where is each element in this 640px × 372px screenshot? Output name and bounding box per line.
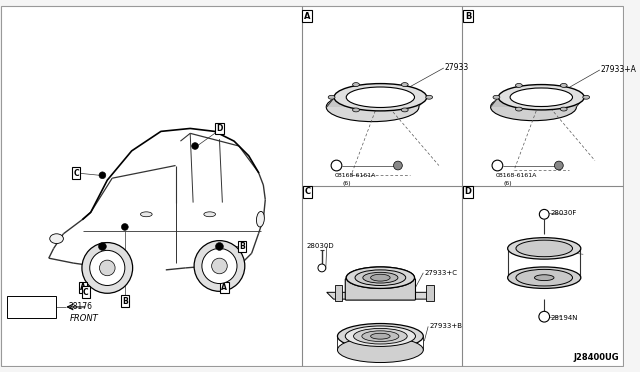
Ellipse shape: [508, 238, 581, 259]
FancyBboxPatch shape: [1, 6, 623, 366]
Circle shape: [318, 264, 326, 272]
Text: 27933+B: 27933+B: [429, 323, 462, 330]
Circle shape: [99, 260, 115, 276]
Text: D: D: [216, 124, 223, 133]
Circle shape: [99, 172, 106, 179]
Polygon shape: [327, 292, 434, 299]
Ellipse shape: [355, 270, 406, 285]
Ellipse shape: [515, 107, 522, 111]
Ellipse shape: [353, 108, 360, 112]
Text: (6): (6): [342, 180, 351, 186]
Text: A: A: [304, 12, 310, 21]
Text: (6): (6): [503, 180, 512, 186]
Circle shape: [554, 161, 563, 170]
Polygon shape: [41, 203, 266, 266]
Ellipse shape: [346, 267, 415, 288]
Polygon shape: [491, 97, 584, 107]
Text: S: S: [495, 163, 499, 168]
Ellipse shape: [491, 93, 577, 121]
Text: A: A: [221, 283, 227, 292]
Circle shape: [492, 160, 503, 171]
Ellipse shape: [346, 87, 415, 108]
Ellipse shape: [328, 95, 335, 99]
Text: C: C: [83, 288, 89, 297]
Circle shape: [82, 243, 132, 293]
Ellipse shape: [561, 83, 567, 87]
Ellipse shape: [510, 88, 573, 106]
Text: C: C: [73, 169, 79, 178]
Text: 28030F: 28030F: [550, 210, 577, 216]
Circle shape: [191, 142, 198, 150]
Circle shape: [394, 161, 403, 170]
Circle shape: [216, 243, 223, 250]
FancyBboxPatch shape: [345, 279, 415, 300]
Text: B: B: [122, 296, 128, 305]
Text: 08168-6161A: 08168-6161A: [495, 173, 537, 178]
Circle shape: [194, 241, 245, 291]
Text: 27933+A: 27933+A: [601, 65, 637, 74]
Ellipse shape: [493, 95, 500, 99]
Ellipse shape: [140, 212, 152, 217]
Ellipse shape: [337, 337, 423, 363]
Ellipse shape: [345, 326, 415, 346]
Text: FRONT: FRONT: [70, 314, 99, 323]
Circle shape: [202, 248, 237, 283]
FancyBboxPatch shape: [7, 296, 56, 318]
Circle shape: [99, 243, 106, 250]
Text: 28170M: 28170M: [550, 247, 579, 253]
Ellipse shape: [516, 240, 573, 257]
Text: 28194N: 28194N: [550, 315, 577, 321]
Ellipse shape: [371, 274, 390, 281]
Circle shape: [331, 160, 342, 171]
Ellipse shape: [334, 84, 427, 111]
Text: 08168-6161A: 08168-6161A: [335, 173, 376, 178]
Ellipse shape: [534, 275, 554, 280]
Ellipse shape: [561, 107, 567, 111]
Polygon shape: [327, 97, 426, 107]
Text: J28400UG: J28400UG: [573, 353, 620, 362]
Ellipse shape: [50, 234, 63, 244]
Ellipse shape: [516, 269, 573, 286]
Ellipse shape: [401, 108, 408, 112]
Ellipse shape: [353, 328, 407, 344]
Ellipse shape: [204, 212, 216, 217]
Ellipse shape: [401, 83, 408, 87]
Text: 28030D: 28030D: [307, 243, 334, 250]
Circle shape: [122, 224, 128, 230]
Text: B: B: [465, 12, 471, 21]
Ellipse shape: [583, 95, 589, 99]
Text: A: A: [80, 283, 86, 292]
Ellipse shape: [326, 92, 419, 122]
Circle shape: [212, 258, 227, 274]
Ellipse shape: [337, 324, 423, 349]
Circle shape: [539, 311, 550, 322]
Ellipse shape: [426, 95, 433, 99]
Text: S: S: [335, 163, 338, 168]
Text: 27933: 27933: [445, 64, 469, 73]
Ellipse shape: [257, 211, 264, 227]
Ellipse shape: [515, 83, 522, 87]
Text: 28176: 28176: [68, 302, 92, 311]
Ellipse shape: [362, 331, 399, 341]
Ellipse shape: [353, 83, 360, 87]
Ellipse shape: [346, 267, 415, 288]
Circle shape: [540, 209, 549, 219]
Ellipse shape: [371, 333, 390, 339]
Text: C: C: [304, 187, 310, 196]
FancyBboxPatch shape: [426, 285, 434, 301]
Ellipse shape: [508, 267, 581, 288]
Ellipse shape: [363, 272, 398, 283]
Circle shape: [90, 250, 125, 285]
FancyBboxPatch shape: [335, 285, 342, 301]
Ellipse shape: [499, 84, 584, 110]
Text: B: B: [239, 242, 244, 251]
Text: D: D: [465, 187, 472, 196]
Text: 27933+C: 27933+C: [424, 270, 457, 276]
